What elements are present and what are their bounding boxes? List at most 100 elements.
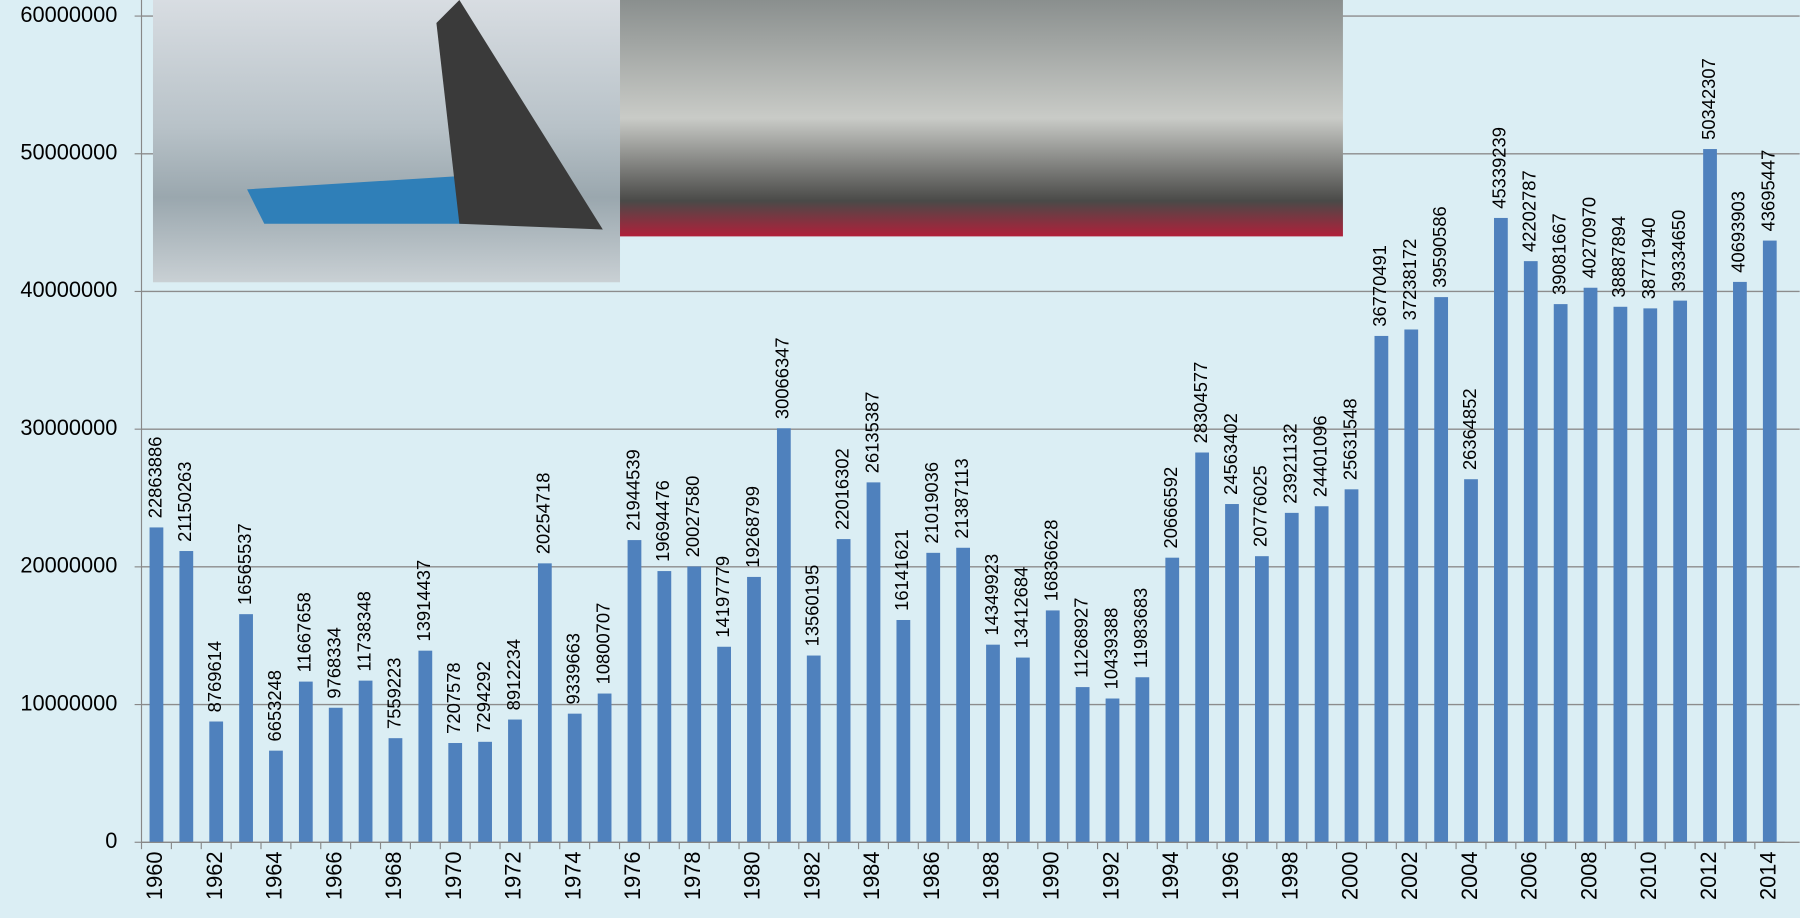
bar [657, 571, 672, 843]
x-tick-label: 1994 [1158, 851, 1183, 900]
bar [448, 743, 463, 843]
bar [1404, 329, 1419, 843]
x-tick-label: 2004 [1457, 851, 1482, 899]
value-label: 45339239 [1489, 127, 1510, 209]
value-label: 10800707 [592, 603, 613, 685]
value-label: 9339663 [563, 633, 584, 704]
bar [747, 576, 761, 843]
value-label: 6653248 [264, 670, 285, 741]
x-tick-label: 2002 [1397, 851, 1422, 899]
y-tick-label: 40000000 [20, 277, 117, 302]
value-label: 10439388 [1100, 608, 1121, 690]
x-tick-label: 1972 [501, 851, 526, 900]
bar [956, 547, 970, 843]
value-label: 19694476 [652, 480, 673, 562]
photo-fish [620, 0, 1343, 237]
x-tick-label: 1998 [1278, 851, 1303, 899]
bar [209, 721, 224, 843]
bar [418, 650, 433, 843]
value-label: 28304577 [1190, 362, 1211, 444]
value-label: 7559223 [383, 658, 404, 729]
value-label: 14349923 [981, 554, 1002, 636]
bar [1075, 687, 1090, 843]
x-tick-label: 1970 [441, 851, 466, 899]
bar [1045, 610, 1060, 843]
bar [1553, 304, 1568, 843]
x-tick-label: 2012 [1696, 851, 1721, 899]
bar [717, 646, 731, 843]
value-label: 11667658 [294, 592, 315, 672]
value-label: 50342307 [1698, 58, 1719, 140]
value-label: 11983683 [1130, 588, 1151, 668]
value-label: 22863886 [144, 437, 165, 519]
photos [152, 0, 1343, 283]
x-tick-label: 2014 [1756, 851, 1781, 899]
bar [1135, 677, 1150, 843]
bar [149, 527, 164, 843]
bar [627, 540, 642, 843]
x-tick-label: 2006 [1517, 851, 1542, 899]
x-tick-label: 1990 [1039, 851, 1064, 900]
bar [179, 551, 194, 843]
value-label: 36770491 [1369, 245, 1390, 327]
y-tick-label: 60000000 [20, 2, 117, 27]
bar [269, 750, 283, 843]
value-label: 19268799 [742, 486, 763, 568]
value-label: 23921132 [1280, 423, 1301, 503]
x-tick-label: 1962 [202, 851, 227, 900]
bar [986, 644, 1000, 843]
bar [1344, 489, 1359, 843]
value-label: 20666592 [1160, 467, 1181, 549]
value-label: 39081667 [1548, 213, 1569, 295]
value-label: 38771940 [1638, 218, 1659, 300]
value-label: 26135387 [861, 392, 882, 474]
bar [1284, 512, 1299, 843]
bar [1762, 240, 1777, 843]
value-label: 22016302 [831, 448, 852, 530]
value-label: 21944539 [622, 449, 643, 531]
bar [388, 738, 403, 843]
bar [328, 707, 343, 843]
x-tick-label: 1980 [740, 851, 765, 900]
x-tick-label: 1960 [142, 851, 167, 900]
bar [1314, 506, 1329, 843]
x-tick-label: 2000 [1337, 851, 1362, 899]
x-tick-label: 1968 [381, 851, 406, 899]
value-label: 38887894 [1608, 216, 1629, 298]
value-label: 40270970 [1578, 197, 1599, 279]
bar [1434, 297, 1449, 843]
bar [896, 619, 911, 843]
bar [1583, 287, 1598, 843]
value-label: 9768334 [324, 627, 345, 698]
value-label: 14197779 [712, 556, 733, 638]
x-tick-label: 1986 [919, 851, 944, 900]
x-tick-label: 1988 [979, 851, 1004, 900]
value-label: 25631548 [1339, 398, 1360, 480]
bar [1643, 308, 1658, 843]
value-label: 39590586 [1429, 206, 1450, 288]
value-label: 39334650 [1668, 210, 1689, 292]
bar [537, 563, 552, 843]
bars [149, 149, 1777, 843]
bar [298, 681, 313, 843]
photo-boat [152, 0, 621, 283]
value-label: 26364852 [1459, 388, 1480, 470]
value-label: 24563402 [1220, 413, 1241, 495]
bar [1494, 217, 1508, 843]
x-tick-label: 1978 [680, 851, 705, 900]
x-tick-label: 1982 [799, 851, 824, 900]
bar [358, 680, 373, 843]
value-label: 20027580 [682, 476, 703, 558]
x-tick-label: 1964 [262, 851, 287, 900]
bar [926, 552, 941, 843]
value-label: 11738348 [353, 591, 374, 671]
bar [1703, 149, 1717, 843]
bar [1673, 300, 1688, 843]
x-tick-label: 1984 [859, 851, 884, 900]
bar [1015, 657, 1030, 843]
value-label: 40693903 [1728, 191, 1749, 273]
y-tick-label: 20000000 [20, 553, 117, 578]
x-tick-label: 1992 [1098, 851, 1123, 900]
value-label: 16836628 [1041, 520, 1062, 602]
